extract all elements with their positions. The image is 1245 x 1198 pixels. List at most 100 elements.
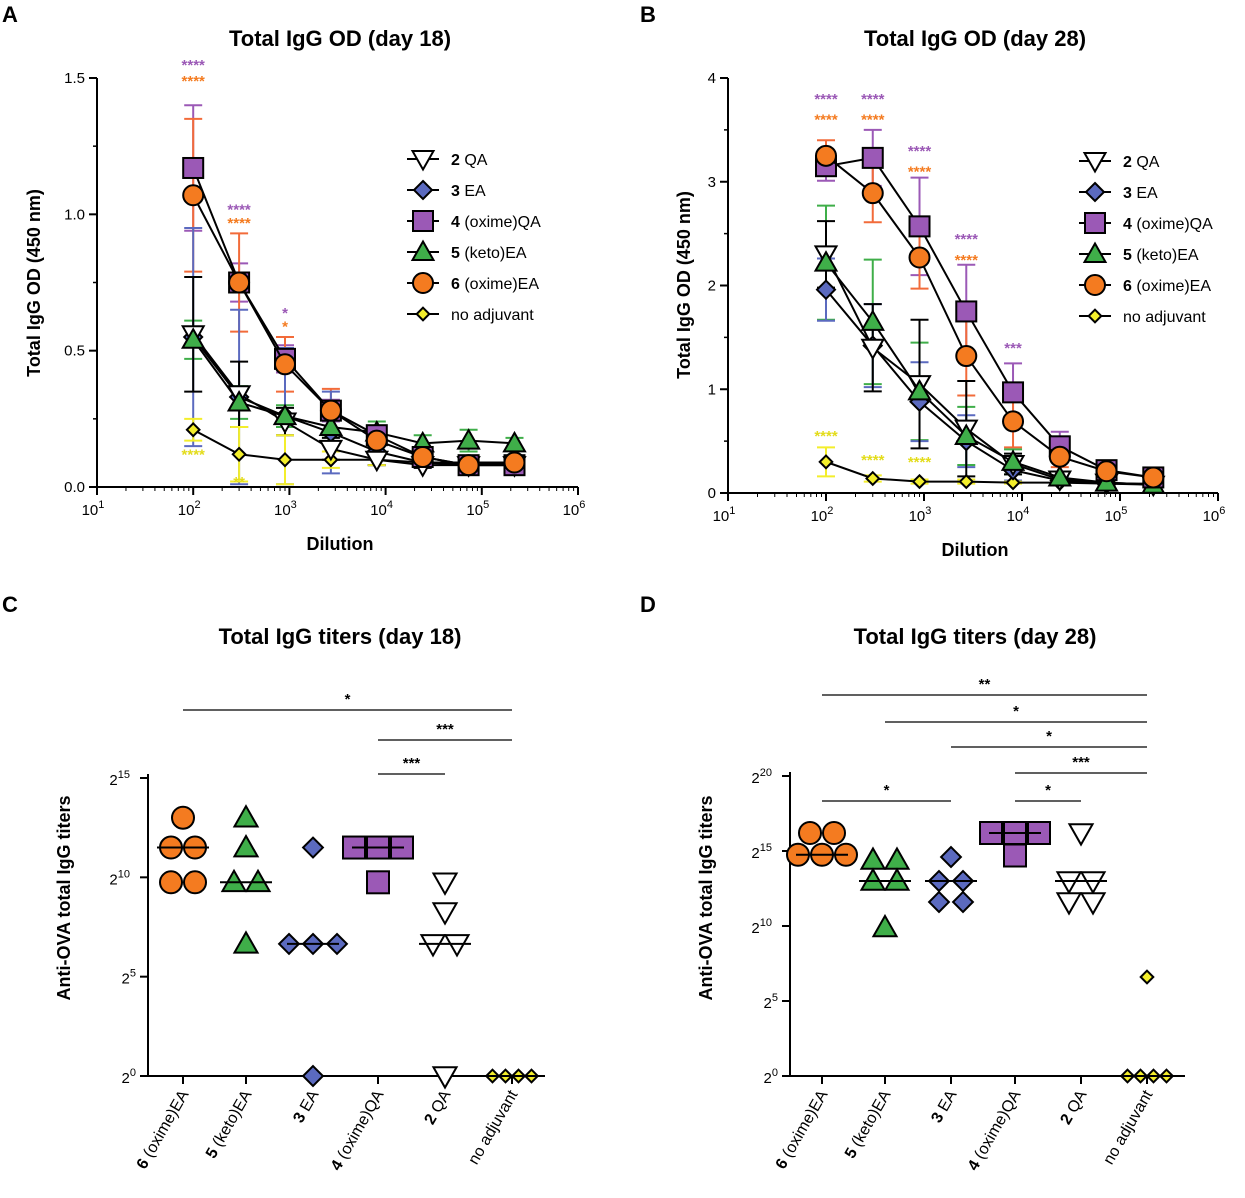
series-EA5 <box>180 327 527 453</box>
panel-b: B Total IgG OD (day 28) Total IgG OD (45… <box>640 2 1225 560</box>
y-tick-label: 2 <box>708 278 716 295</box>
x-tick-label-base: 10 <box>563 502 580 519</box>
legend-marker <box>410 239 436 261</box>
category-points-QA4 <box>342 835 414 895</box>
x-tick-label-exp: 5 <box>1121 505 1127 517</box>
data-point <box>277 452 293 468</box>
data-point <box>232 930 260 954</box>
panel-a-xlabel: Dilution <box>307 534 374 554</box>
data-point <box>272 403 298 426</box>
significance-label: **** <box>182 73 206 90</box>
data-point <box>860 338 885 361</box>
legend-item: 4 (oxime)QA <box>1079 212 1213 234</box>
legend-marker <box>1087 308 1103 324</box>
significance-label: **** <box>908 454 932 471</box>
x-tick-label-exp: 5 <box>483 499 489 511</box>
significance-label: **** <box>908 143 932 160</box>
legend-number: 2 <box>451 152 464 169</box>
panel-c-ylabel: Anti-OVA total IgG titers <box>54 796 74 1001</box>
panel-a-ylabel: Total IgG OD (450 nm) <box>24 189 44 377</box>
legend-label: no adjuvant <box>1123 309 1206 326</box>
y-tick-label-base: 2 <box>109 772 117 789</box>
category-name: no adjuvant <box>1100 1087 1156 1168</box>
x-tick-label-exp: 6 <box>1219 505 1225 517</box>
legend-number: 6 <box>451 276 464 293</box>
data-point <box>798 821 822 845</box>
legend-label: 6 (oxime)EA <box>1123 278 1211 295</box>
panel-d-ylabel: Anti-OVA total IgG titers <box>696 796 716 1001</box>
category-points-EA3 <box>277 836 349 1088</box>
category-name: (oxime)EA <box>140 1087 192 1160</box>
legend-item: 3 EA <box>407 179 486 201</box>
x-tick-label-exp: 1 <box>98 499 104 511</box>
category-points-none <box>484 1068 540 1084</box>
data-point <box>815 144 837 167</box>
error-bars-QA4 <box>817 128 1163 482</box>
data-point <box>1002 410 1025 433</box>
x-tick-label: 106 <box>1203 505 1226 525</box>
y-tick-label: 25 <box>122 968 136 988</box>
legend-item: 4 (oxime)QA <box>407 210 541 232</box>
series-EA6 <box>182 184 526 477</box>
series-line <box>825 262 1154 486</box>
legend-name: (oxime)QA <box>1136 216 1213 233</box>
data-point <box>1079 871 1107 895</box>
x-tick-label: 105 <box>466 499 489 519</box>
data-point <box>228 271 251 294</box>
legend-marker <box>415 306 431 322</box>
series-line <box>192 194 515 467</box>
data-point <box>1047 464 1073 487</box>
panel-letter-a: A <box>2 2 18 27</box>
panel-letter-b: B <box>640 2 656 27</box>
data-point <box>220 868 248 893</box>
legend-marker <box>1084 274 1106 296</box>
data-point <box>443 934 471 958</box>
data-point <box>431 1066 459 1090</box>
data-point <box>180 327 206 349</box>
category-label: 4 (oxime)QA <box>328 1087 388 1174</box>
significance-label: **** <box>814 428 838 445</box>
comparison-label: ** <box>979 676 991 693</box>
y-tick-label: 220 <box>751 767 772 787</box>
panel-a: A Total IgG OD (day 18) Total IgG OD (45… <box>2 2 585 554</box>
category-label: 6 (oxime)EA <box>773 1087 832 1172</box>
significance-label: **** <box>861 112 885 129</box>
data-point <box>861 146 884 169</box>
legend-marker <box>1084 181 1106 203</box>
data-point <box>232 833 260 858</box>
y-tick-label-base: 2 <box>764 995 772 1012</box>
data-point <box>861 182 884 205</box>
legend-name: (oxime)QA <box>464 214 541 231</box>
data-point <box>871 913 899 938</box>
legend: 2 QA3 EA4 (oxime)QA5 (keto)EA6 (oxime)EA… <box>1079 152 1213 326</box>
y-tick-label-exp: 10 <box>760 917 772 929</box>
legend-label: 4 (oxime)QA <box>451 214 541 231</box>
legend-item: 3 EA <box>1079 181 1158 203</box>
legend-item: 6 (oxime)EA <box>407 272 539 294</box>
y-tick-label: 215 <box>109 769 130 789</box>
y-tick-label: 0.5 <box>64 343 85 360</box>
x-tick-label: 102 <box>178 499 201 519</box>
legend-label: no adjuvant <box>451 307 534 324</box>
significance-label: **** <box>227 215 251 232</box>
legend-item: no adjuvant <box>407 306 534 324</box>
y-tick-label: 3 <box>708 174 716 191</box>
y-tick-label: 1.0 <box>64 206 85 223</box>
data-point <box>1002 381 1025 404</box>
category-label: no adjuvant <box>1100 1087 1156 1168</box>
legend-marker <box>1082 241 1108 263</box>
data-point <box>911 473 928 490</box>
category-points-EA5 <box>220 804 272 954</box>
y-tick-label-exp: 5 <box>772 992 778 1004</box>
x-tick-label-base: 10 <box>370 502 387 519</box>
legend: 2 QA 3 EA 4 (oxime)QA 5 (keto)EA 6 (oxime)EA… <box>407 150 541 324</box>
data-point <box>232 804 260 828</box>
y-tick-label-exp: 20 <box>760 767 772 779</box>
legend-number: 5 <box>1123 247 1136 264</box>
y-tick-label-base: 2 <box>751 770 759 787</box>
legend-label: 2 QA <box>451 152 488 169</box>
data-point <box>859 867 887 891</box>
legend-label: 5 (keto)EA <box>451 245 527 262</box>
